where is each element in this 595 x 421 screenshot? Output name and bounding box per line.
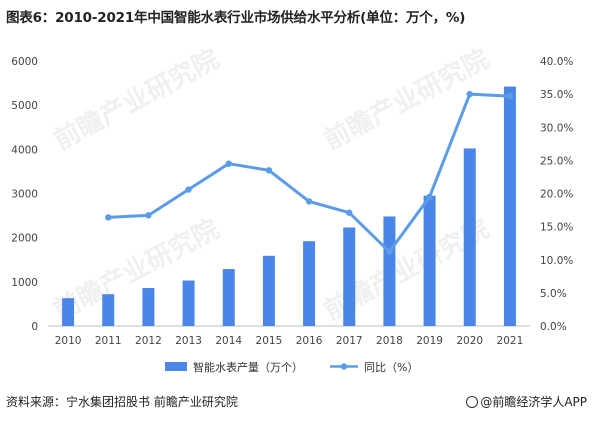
- watermark-text: 前瞻产业研究院: [49, 213, 224, 326]
- right-tick-label: 10.0%: [540, 255, 573, 267]
- bar: [463, 148, 476, 326]
- x-tick-label: 2018: [376, 335, 403, 347]
- left-tick-label: 2000: [11, 233, 38, 245]
- x-tick-label: 2019: [416, 335, 443, 347]
- left-axis: 0 1000 2000 3000 4000 5000 6000: [11, 56, 38, 333]
- bar: [303, 241, 316, 326]
- bar: [102, 294, 115, 326]
- left-tick-label: 6000: [11, 56, 38, 68]
- left-tick-label: 5000: [11, 100, 38, 112]
- line-point: [225, 160, 232, 167]
- line-series: [105, 90, 514, 255]
- bar: [262, 255, 275, 326]
- x-tick-label: 2017: [336, 335, 363, 347]
- right-tick-label: 30.0%: [540, 122, 573, 134]
- legend-line-marker: [340, 363, 348, 370]
- x-tick-label: 2014: [215, 335, 242, 347]
- line-point: [466, 90, 473, 98]
- right-tick-label: 0.0%: [540, 321, 567, 333]
- watermark-text: 前瞻产业研究院: [49, 43, 224, 156]
- brand-text: @前瞻经济学人APP: [480, 395, 587, 409]
- line-point: [346, 209, 353, 216]
- brand-label: @前瞻经济学人APP: [466, 393, 587, 410]
- left-tick-label: 1000: [11, 277, 38, 289]
- left-tick-label: 4000: [11, 144, 38, 156]
- right-tick-label: 25.0%: [540, 155, 573, 167]
- right-tick-label: 20.0%: [540, 189, 573, 201]
- bar: [182, 280, 195, 326]
- right-axis: 0.0% 5.0% 10.0% 15.0% 20.0% 25.0% 30.0% 35.0% 40…: [540, 56, 573, 333]
- line-point: [506, 92, 514, 100]
- series-line: [108, 92, 510, 254]
- x-axis: 2010 2011 2012 2013 2014 2015 2016 2017 2018 2019…: [48, 325, 530, 347]
- legend-bar-swatch: [165, 362, 187, 371]
- right-tick-label: 40.0%: [540, 56, 573, 68]
- legend-bar-label: 智能水表产量（万个）: [193, 360, 303, 374]
- x-tick-label: 2020: [456, 335, 483, 347]
- bar: [343, 227, 356, 326]
- bar: [62, 298, 75, 326]
- line-point: [386, 248, 393, 255]
- left-tick-label: 3000: [11, 189, 38, 201]
- bar-series: [62, 86, 516, 326]
- x-tick-label: 2010: [55, 335, 82, 347]
- bar: [423, 195, 436, 326]
- line-point: [185, 186, 192, 193]
- x-tick-label: 2011: [95, 335, 122, 347]
- line-point: [426, 193, 433, 201]
- line-point: [265, 167, 273, 174]
- right-tick-label: 5.0%: [540, 288, 567, 300]
- source-note: 资料来源：宁水集团招股书 前瞻产业研究院: [6, 395, 238, 409]
- line-point: [145, 212, 152, 219]
- x-tick-label: 2013: [175, 335, 202, 347]
- bar: [383, 216, 396, 326]
- right-tick-label: 35.0%: [540, 89, 573, 101]
- chart-title: 图表6：2010-2021年中国智能水表行业市场供给水平分析(单位：万个，%): [6, 10, 466, 26]
- x-tick-label: 2016: [296, 335, 323, 347]
- legend-line-label: 同比（%）: [364, 361, 418, 374]
- x-tick-label: 2015: [256, 335, 283, 347]
- bar: [222, 269, 235, 326]
- x-tick-label: 2021: [497, 335, 524, 347]
- legend: 智能水表产量（万个） 同比（%）: [165, 360, 418, 374]
- left-tick-label: 0: [31, 321, 38, 333]
- line-point: [105, 214, 112, 221]
- brand-logo-icon: [466, 396, 479, 408]
- line-point: [305, 198, 313, 205]
- bar: [503, 86, 516, 326]
- bar: [142, 288, 155, 326]
- right-tick-label: 15.0%: [540, 222, 573, 234]
- x-tick-label: 2012: [135, 335, 162, 347]
